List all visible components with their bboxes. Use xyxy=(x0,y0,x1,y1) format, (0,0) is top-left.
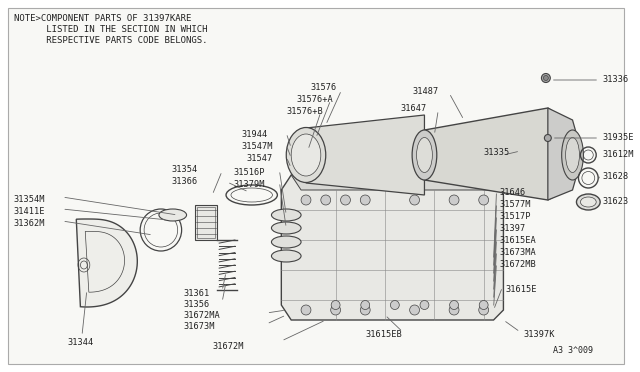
Text: 31335: 31335 xyxy=(484,148,510,157)
Bar xyxy=(195,205,217,240)
Text: RESPECTIVE PARTS CODE BELONGS.: RESPECTIVE PARTS CODE BELONGS. xyxy=(14,36,207,45)
Ellipse shape xyxy=(449,305,459,315)
Ellipse shape xyxy=(479,195,488,205)
Text: 31361: 31361 xyxy=(184,289,210,298)
Text: LISTED IN THE SECTION IN WHICH: LISTED IN THE SECTION IN WHICH xyxy=(14,25,207,34)
Ellipse shape xyxy=(543,76,548,80)
Text: A3 3^009: A3 3^009 xyxy=(553,346,593,355)
Text: 31615EB: 31615EB xyxy=(365,330,402,339)
Ellipse shape xyxy=(562,130,584,180)
Ellipse shape xyxy=(331,305,340,315)
Ellipse shape xyxy=(291,134,321,176)
Ellipse shape xyxy=(580,197,596,207)
Text: 31672MB: 31672MB xyxy=(499,260,536,269)
Polygon shape xyxy=(424,108,563,200)
Ellipse shape xyxy=(479,305,488,315)
Text: 31646: 31646 xyxy=(499,188,525,197)
Text: 31672M: 31672M xyxy=(212,342,244,351)
Polygon shape xyxy=(306,115,424,195)
Text: 31362M: 31362M xyxy=(14,219,45,228)
Text: 31356: 31356 xyxy=(184,300,210,309)
Text: 31576+A: 31576+A xyxy=(296,95,333,104)
Text: 31612M: 31612M xyxy=(602,150,634,159)
Ellipse shape xyxy=(301,305,311,315)
Text: 31935E: 31935E xyxy=(602,133,634,142)
Ellipse shape xyxy=(541,74,550,83)
Ellipse shape xyxy=(340,195,351,205)
Bar xyxy=(197,207,215,238)
Ellipse shape xyxy=(360,195,370,205)
Ellipse shape xyxy=(271,222,301,234)
Text: 31673M: 31673M xyxy=(184,322,215,331)
Text: 31944: 31944 xyxy=(242,130,268,139)
Polygon shape xyxy=(548,108,582,200)
Ellipse shape xyxy=(450,301,458,310)
Ellipse shape xyxy=(286,128,326,183)
Text: 31615EA: 31615EA xyxy=(499,236,536,245)
Text: 31379M: 31379M xyxy=(234,180,266,189)
Text: 31577M: 31577M xyxy=(499,200,531,209)
Text: 31628: 31628 xyxy=(602,172,628,181)
Text: 31487: 31487 xyxy=(413,87,439,96)
Ellipse shape xyxy=(271,236,301,248)
Text: 31547M: 31547M xyxy=(242,142,273,151)
Ellipse shape xyxy=(420,301,429,310)
Text: 31411E: 31411E xyxy=(14,207,45,216)
Ellipse shape xyxy=(271,250,301,262)
Ellipse shape xyxy=(566,138,579,173)
Polygon shape xyxy=(291,175,504,190)
Ellipse shape xyxy=(301,195,311,205)
Text: 31673MA: 31673MA xyxy=(499,248,536,257)
Polygon shape xyxy=(282,175,504,320)
Ellipse shape xyxy=(321,195,331,205)
Text: 31576+B: 31576+B xyxy=(286,107,323,116)
Ellipse shape xyxy=(412,130,436,180)
Text: 31397K: 31397K xyxy=(523,330,555,339)
Text: 31516P: 31516P xyxy=(234,168,266,177)
Text: 31344: 31344 xyxy=(67,338,93,347)
Text: 31576: 31576 xyxy=(311,83,337,92)
Ellipse shape xyxy=(331,301,340,310)
Ellipse shape xyxy=(360,305,370,315)
Text: 31517P: 31517P xyxy=(499,212,531,221)
Ellipse shape xyxy=(545,135,551,141)
Ellipse shape xyxy=(479,301,488,310)
Text: 31547: 31547 xyxy=(247,154,273,163)
Ellipse shape xyxy=(417,138,433,173)
Ellipse shape xyxy=(271,209,301,221)
Text: 31615E: 31615E xyxy=(506,285,537,294)
Text: 31354: 31354 xyxy=(172,165,198,174)
Text: NOTE>COMPONENT PARTS OF 31397KARE: NOTE>COMPONENT PARTS OF 31397KARE xyxy=(14,14,191,23)
Ellipse shape xyxy=(390,301,399,310)
Ellipse shape xyxy=(361,301,370,310)
Ellipse shape xyxy=(410,195,420,205)
Text: 31623: 31623 xyxy=(602,197,628,206)
Ellipse shape xyxy=(577,194,600,210)
Text: 31397: 31397 xyxy=(499,224,525,233)
Polygon shape xyxy=(76,219,138,307)
Ellipse shape xyxy=(159,209,187,221)
Text: 31672MA: 31672MA xyxy=(184,311,220,320)
Text: 31647: 31647 xyxy=(401,104,427,113)
Text: 31336: 31336 xyxy=(602,75,628,84)
Text: 31366: 31366 xyxy=(172,177,198,186)
Ellipse shape xyxy=(449,195,459,205)
Ellipse shape xyxy=(410,305,420,315)
Text: 31354M: 31354M xyxy=(14,195,45,204)
